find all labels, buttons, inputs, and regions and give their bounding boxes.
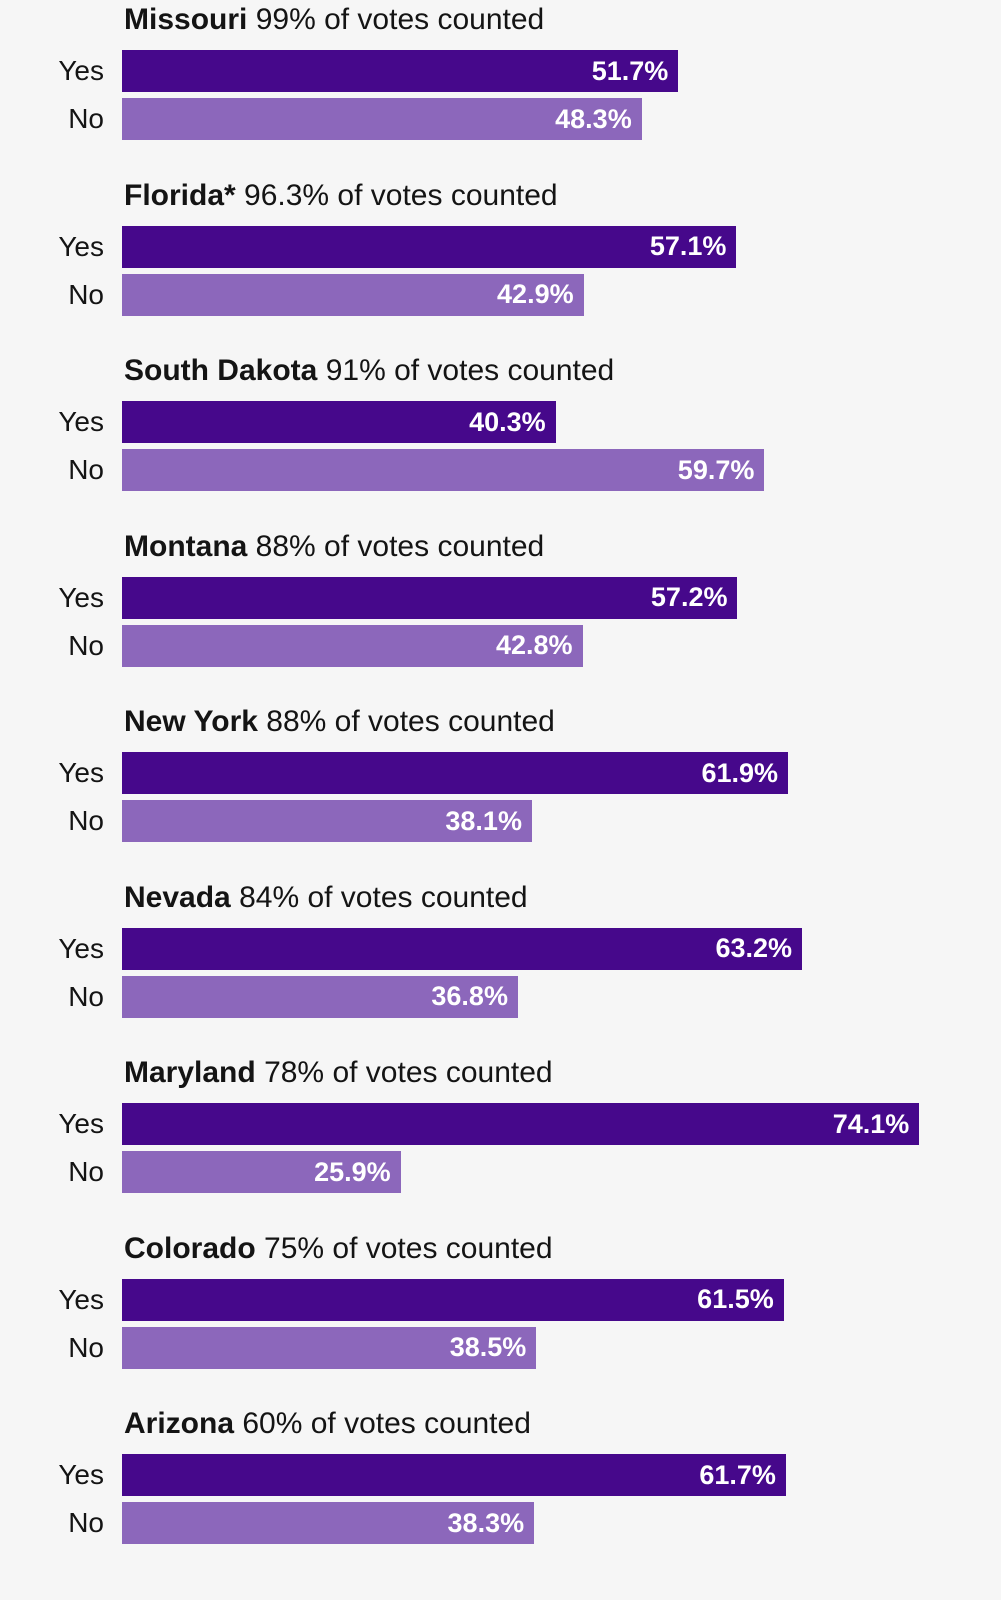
state-name: Maryland	[124, 1056, 256, 1089]
yes-row-label: Yes	[58, 932, 104, 964]
yes-value-label: 40.3%	[469, 406, 546, 437]
votes-counted: 96.3% of votes counted	[244, 178, 558, 212]
yes-value-label: 51.7%	[591, 55, 669, 86]
no-row-label: No	[68, 805, 104, 836]
votes-counted: 60% of votes counted	[242, 1407, 531, 1440]
no-value-label: 42.9%	[497, 279, 574, 309]
votes-counted: 99% of votes counted	[255, 3, 545, 36]
no-value-label: 38.5%	[449, 1332, 527, 1362]
state-title-nevada: Nevada 84% of votes counted	[124, 880, 528, 916]
no-bar-montana: 42.8%	[122, 624, 583, 667]
yes-value-label: 57.2%	[650, 582, 728, 612]
yes-bar-florida: 57.1%	[122, 225, 737, 268]
no-row-label: No	[68, 1331, 104, 1363]
yes-row-label: Yes	[58, 406, 104, 437]
no-row-label: No	[68, 629, 104, 661]
votes-counted: 75% of votes counted	[264, 1231, 553, 1265]
yes-value-label: 61.9%	[701, 757, 779, 788]
state-title-new-york: New York 88% of votes counted	[124, 704, 555, 740]
votes-counted: 88% of votes counted	[266, 705, 555, 738]
yes-value-label: 61.5%	[697, 1284, 774, 1314]
yes-value-label: 57.1%	[649, 231, 727, 261]
yes-bar-montana: 57.2%	[122, 576, 738, 619]
no-bar-colorado: 38.5%	[122, 1326, 537, 1369]
state-title-south-dakota: South Dakota 91% of votes counted	[124, 353, 614, 389]
state-title-colorado: Colorado 75% of votes counted	[124, 1231, 553, 1267]
yes-bar-missouri: 51.7%	[122, 50, 679, 92]
yes-bar-new-york: 61.9%	[122, 752, 789, 794]
state-title-florida: Florida* 96.3% of votes counted	[124, 178, 558, 214]
yes-row-label: Yes	[58, 230, 104, 262]
no-row-label: No	[68, 278, 104, 310]
no-row-label: No	[68, 454, 104, 485]
no-value-label: 38.1%	[445, 805, 522, 836]
state-name: Florida*	[124, 178, 236, 212]
state-name: Missouri	[124, 3, 248, 36]
no-bar-missouri: 48.3%	[122, 98, 642, 140]
yes-row-label: Yes	[58, 757, 104, 788]
no-value-label: 42.8%	[495, 630, 573, 660]
no-value-label: 59.7%	[677, 454, 755, 485]
yes-row-label: Yes	[58, 1459, 104, 1490]
no-bar-south-dakota: 59.7%	[122, 449, 765, 491]
state-name: Arizona	[124, 1407, 235, 1440]
votes-counted: 88% of votes counted	[255, 529, 545, 563]
no-row-label: No	[68, 1156, 104, 1187]
yes-row-label: Yes	[58, 55, 104, 86]
state-title-maryland: Maryland 78% of votes counted	[124, 1055, 553, 1091]
yes-value-label: 61.7%	[699, 1459, 776, 1490]
votes-counted: 78% of votes counted	[264, 1056, 553, 1089]
yes-value-label: 63.2%	[715, 933, 793, 963]
yes-bar-south-dakota: 40.3%	[122, 401, 556, 443]
no-row-label: No	[68, 1507, 104, 1538]
no-row-label: No	[68, 103, 104, 134]
votes-counted: 91% of votes counted	[325, 354, 615, 387]
state-name: Montana	[124, 529, 248, 563]
state-name: South Dakota	[124, 354, 318, 387]
yes-bar-maryland: 74.1%	[122, 1103, 920, 1145]
state-name: New York	[124, 705, 258, 738]
state-title-arizona: Arizona 60% of votes counted	[124, 1406, 531, 1442]
yes-bar-colorado: 61.5%	[122, 1278, 784, 1321]
no-bar-new-york: 38.1%	[122, 800, 532, 842]
state-title-missouri: Missouri 99% of votes counted	[124, 2, 544, 38]
state-name: Nevada	[124, 880, 231, 914]
no-value-label: 48.3%	[555, 103, 632, 134]
no-value-label: 36.8%	[431, 981, 508, 1011]
yes-value-label: 74.1%	[832, 1108, 910, 1139]
yes-bar-nevada: 63.2%	[122, 927, 803, 970]
no-bar-arizona: 38.3%	[122, 1502, 535, 1544]
yes-row-label: Yes	[58, 1283, 104, 1315]
yes-bar-arizona: 61.7%	[122, 1454, 786, 1496]
yes-row-label: Yes	[58, 1108, 104, 1139]
no-bar-florida: 42.9%	[122, 273, 584, 316]
no-value-label: 25.9%	[314, 1156, 391, 1187]
state-title-montana: Montana 88% of votes counted	[124, 529, 544, 565]
votes-counted: 84% of votes counted	[239, 880, 528, 914]
no-row-label: No	[68, 980, 104, 1012]
state-name: Colorado	[124, 1231, 256, 1265]
no-value-label: 38.3%	[447, 1507, 525, 1538]
no-bar-maryland: 25.9%	[122, 1151, 401, 1193]
yes-row-label: Yes	[58, 581, 104, 613]
no-bar-nevada: 36.8%	[122, 975, 518, 1018]
